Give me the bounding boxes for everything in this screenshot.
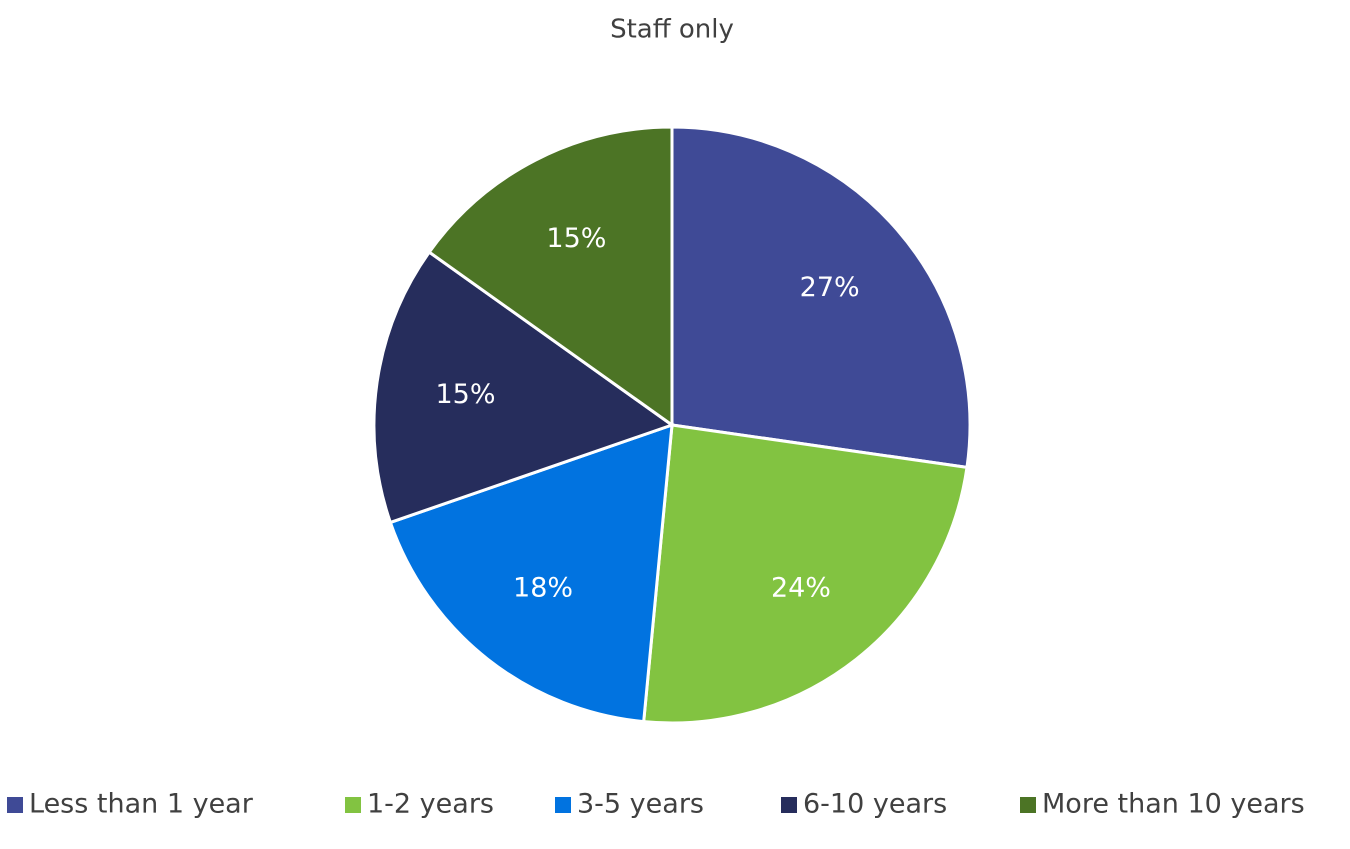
data-label: 15% bbox=[546, 223, 606, 254]
legend-label: More than 10 years bbox=[1042, 789, 1305, 820]
data-label: 18% bbox=[513, 572, 573, 603]
data-label: 27% bbox=[800, 272, 860, 303]
data-label: 15% bbox=[436, 379, 496, 410]
legend-label: 1-2 years bbox=[367, 789, 494, 820]
pie-slice bbox=[372, 250, 676, 525]
legend-label: 3-5 years bbox=[577, 789, 704, 820]
chart-title: Staff only bbox=[610, 15, 734, 45]
legend-label: 6-10 years bbox=[803, 789, 947, 820]
pie-slice bbox=[642, 423, 969, 725]
legend-swatch bbox=[7, 797, 23, 813]
pie-slice bbox=[427, 125, 674, 428]
legend-swatch bbox=[555, 797, 571, 813]
legend-label: Less than 1 year bbox=[29, 789, 254, 820]
legend-swatch bbox=[781, 797, 797, 813]
pie-slice bbox=[670, 125, 972, 470]
legend-swatch bbox=[345, 797, 361, 813]
legend-swatch bbox=[1020, 797, 1036, 813]
data-label: 24% bbox=[771, 572, 831, 603]
